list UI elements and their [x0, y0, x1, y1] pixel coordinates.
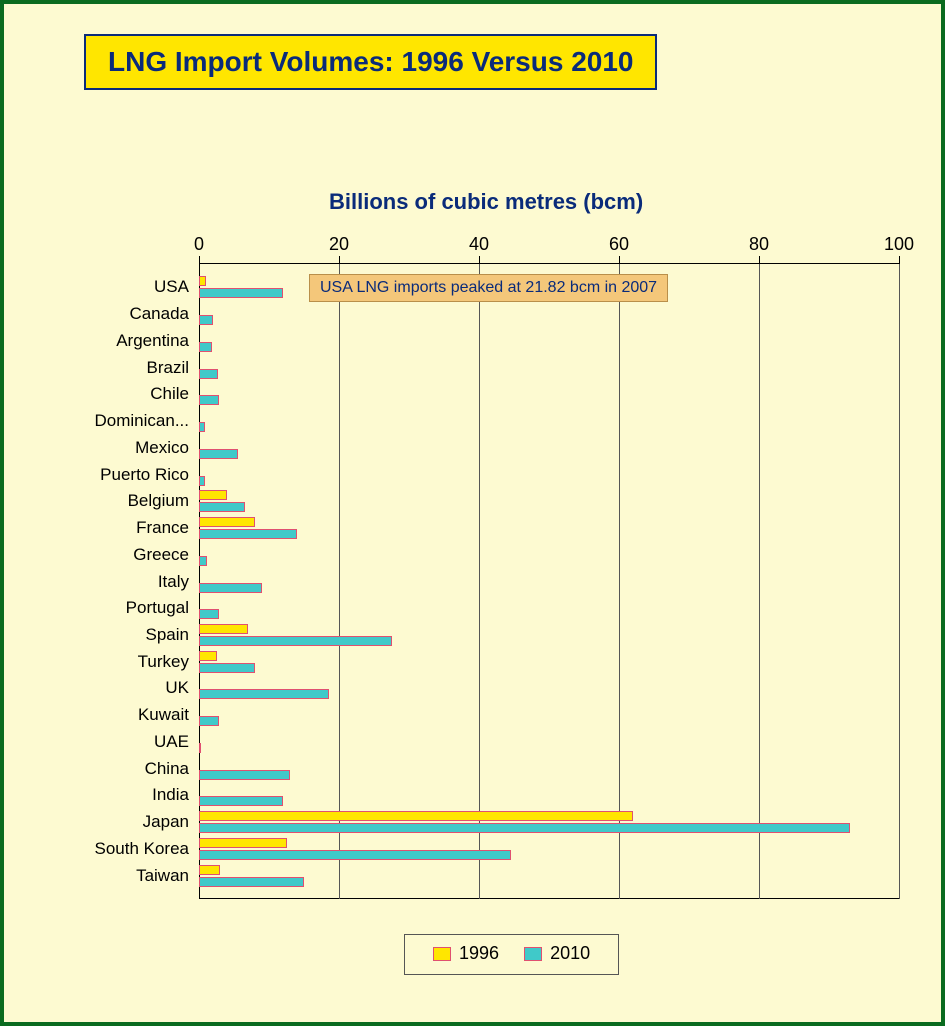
x-axis-line-top	[199, 263, 899, 264]
category-label: Mexico	[135, 438, 189, 458]
annotation-label: USA LNG imports peaked at 21.82 bcm in 2…	[309, 274, 668, 302]
category-label: Turkey	[138, 652, 189, 672]
chart-container: LNG Import Volumes: 1996 Versus 2010 Bil…	[0, 0, 945, 1026]
category-label: Japan	[143, 812, 189, 832]
x-tick-label: 0	[194, 234, 204, 255]
bar-2010	[199, 476, 205, 486]
x-tick-mark	[899, 256, 900, 264]
gridline	[339, 264, 340, 899]
category-label: France	[136, 518, 189, 538]
plot-area: 020406080100USACanadaArgentinaBrazilChil…	[199, 264, 899, 899]
bar-1996	[199, 276, 206, 286]
x-tick-label: 80	[749, 234, 769, 255]
category-label: Belgium	[128, 491, 189, 511]
bar-2010	[199, 315, 213, 325]
x-tick-label: 20	[329, 234, 349, 255]
bar-2010	[199, 877, 304, 887]
x-axis-line-bottom	[199, 898, 899, 899]
bar-2010	[199, 636, 392, 646]
category-label: Puerto Rico	[100, 465, 189, 485]
bar-2010	[199, 689, 329, 699]
legend: 1996 2010	[404, 934, 619, 975]
category-label: India	[152, 785, 189, 805]
bar-1996	[199, 651, 217, 661]
bar-2010	[199, 395, 219, 405]
gridline	[479, 264, 480, 899]
bar-1996	[199, 811, 633, 821]
x-axis-title: Billions of cubic metres (bcm)	[329, 189, 643, 215]
bar-2010	[199, 583, 262, 593]
category-label: Chile	[150, 384, 189, 404]
bar-2010	[199, 716, 219, 726]
bar-2010	[199, 288, 283, 298]
bar-2010	[199, 449, 238, 459]
chart-title: LNG Import Volumes: 1996 Versus 2010	[84, 34, 657, 90]
gridline	[759, 264, 760, 899]
x-tick-label: 40	[469, 234, 489, 255]
bar-2010	[199, 823, 850, 833]
x-tick-mark	[339, 256, 340, 264]
x-tick-mark	[479, 256, 480, 264]
category-label: Taiwan	[136, 866, 189, 886]
category-label: USA	[154, 277, 189, 297]
bar-2010	[199, 770, 290, 780]
gridline	[899, 264, 900, 899]
bar-1996	[199, 490, 227, 500]
bar-2010	[199, 850, 511, 860]
category-label: Greece	[133, 545, 189, 565]
bar-2010	[199, 743, 201, 753]
category-label: China	[145, 759, 189, 779]
category-label: Canada	[129, 304, 189, 324]
bar-1996	[199, 624, 248, 634]
bar-2010	[199, 342, 212, 352]
category-label: Dominican...	[95, 411, 189, 431]
bar-1996	[199, 838, 287, 848]
x-tick-label: 100	[884, 234, 914, 255]
category-label: Brazil	[146, 358, 189, 378]
bar-2010	[199, 529, 297, 539]
bar-2010	[199, 609, 219, 619]
legend-label-1996: 1996	[459, 943, 499, 964]
legend-item-2010: 2010	[524, 943, 590, 964]
legend-label-2010: 2010	[550, 943, 590, 964]
category-label: UAE	[154, 732, 189, 752]
x-tick-label: 60	[609, 234, 629, 255]
bar-2010	[199, 422, 205, 432]
bar-1996	[199, 865, 220, 875]
x-tick-mark	[759, 256, 760, 264]
bar-1996	[199, 517, 255, 527]
plot-background	[199, 264, 899, 899]
category-label: Kuwait	[138, 705, 189, 725]
legend-swatch-1996	[433, 947, 451, 961]
category-label: Portugal	[126, 598, 189, 618]
bar-2010	[199, 663, 255, 673]
legend-swatch-2010	[524, 947, 542, 961]
category-label: South Korea	[94, 839, 189, 859]
bar-2010	[199, 796, 283, 806]
category-label: Spain	[146, 625, 189, 645]
category-label: Argentina	[116, 331, 189, 351]
x-tick-mark	[199, 256, 200, 264]
category-label: Italy	[158, 572, 189, 592]
category-label: UK	[165, 678, 189, 698]
legend-item-1996: 1996	[433, 943, 499, 964]
gridline	[619, 264, 620, 899]
x-tick-mark	[619, 256, 620, 264]
bar-2010	[199, 369, 218, 379]
bar-2010	[199, 502, 245, 512]
bar-2010	[199, 556, 207, 566]
